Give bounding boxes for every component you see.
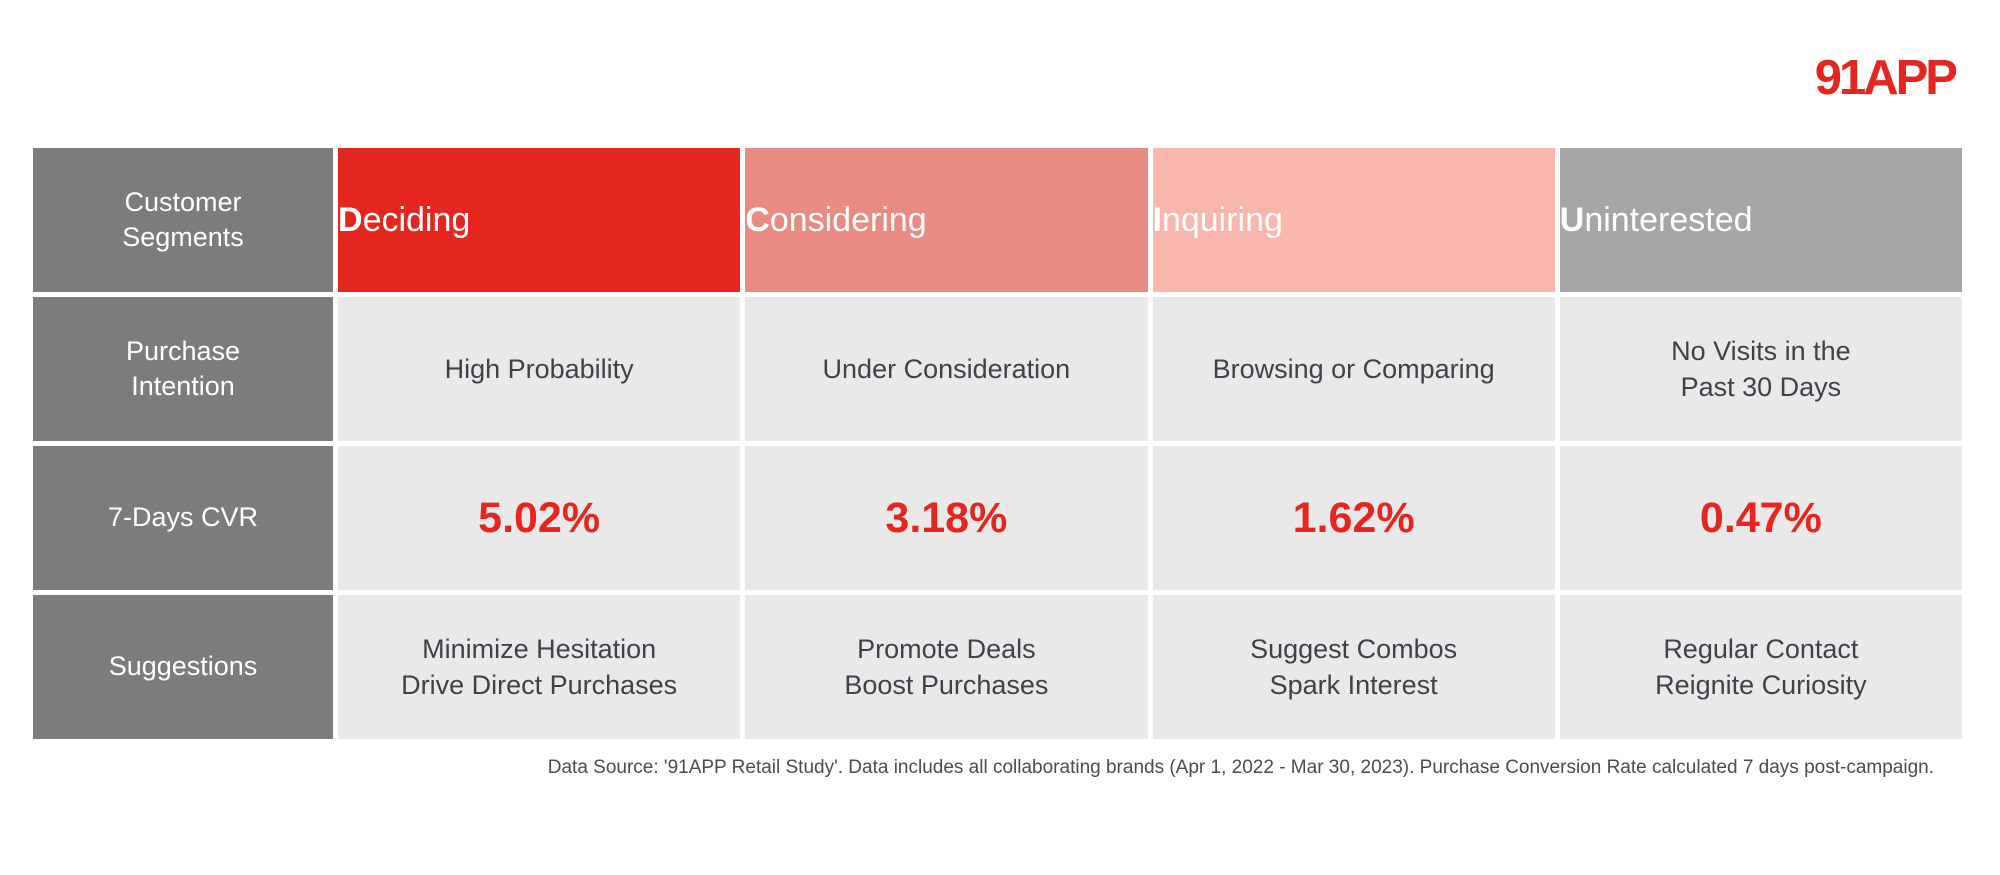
intention-cell-considering: Under Consideration bbox=[745, 297, 1148, 441]
intention-cell-deciding: High Probability bbox=[338, 297, 741, 441]
intention-line: High Probability bbox=[444, 353, 634, 384]
column-header-inquiring: Inquiring bbox=[1152, 148, 1555, 292]
column-header-considering: Considering bbox=[745, 148, 1148, 292]
column-header-uninterested: Uninterested bbox=[1559, 148, 1962, 292]
row-header-suggestions: Suggestions bbox=[33, 595, 333, 739]
column-header-deciding: Deciding bbox=[338, 148, 741, 292]
brand-logo: 91APP bbox=[1814, 51, 1958, 105]
suggestion-cell-uninterested: Regular Contact Reignite Curiosity bbox=[1559, 595, 1962, 739]
corner-header-customer-segments: Customer Segments bbox=[33, 148, 333, 292]
intention-line: Past 30 Days bbox=[1680, 372, 1842, 402]
suggestion-cell-deciding: Minimize Hesitation Drive Direct Purchas… bbox=[338, 595, 741, 739]
intention-line: Under Consideration bbox=[822, 353, 1071, 384]
intention-cell-uninterested: No Visits in the Past 30 Days bbox=[1559, 297, 1962, 441]
intention-cell-inquiring: Browsing or Comparing bbox=[1152, 297, 1555, 441]
cvr-value-deciding: 5.02% bbox=[338, 446, 741, 590]
row-header-purchase-intention: Purchase Intention bbox=[33, 297, 333, 441]
cvr-value-uninterested: 0.47% bbox=[1559, 446, 1962, 590]
suggestion-line: Boost Purchases bbox=[844, 670, 1049, 700]
row-header-line2: Intention bbox=[131, 371, 235, 401]
suggestion-line: Drive Direct Purchases bbox=[401, 670, 678, 700]
suggestion-line: Reignite Curiosity bbox=[1655, 670, 1867, 700]
row-header-line1: 7-Days CVR bbox=[107, 502, 259, 533]
segments-table: Customer Segments Deciding Considering I… bbox=[33, 148, 1962, 739]
suggestion-line: Spark Interest bbox=[1269, 670, 1438, 700]
suggestion-line: Minimize Hesitation bbox=[422, 633, 657, 664]
row-header-line1: Suggestions bbox=[108, 651, 258, 682]
cvr-value-inquiring: 1.62% bbox=[1152, 446, 1555, 590]
row-header-7-days-cvr: 7-Days CVR bbox=[33, 446, 333, 590]
suggestion-line: Suggest Combos bbox=[1250, 633, 1458, 664]
row-header-line1: Purchase bbox=[125, 335, 241, 366]
suggestion-cell-inquiring: Suggest Combos Spark Interest bbox=[1152, 595, 1555, 739]
suggestion-line: Promote Deals bbox=[857, 633, 1036, 664]
corner-header-line1: Customer bbox=[124, 186, 242, 217]
corner-header-line2: Segments bbox=[122, 222, 244, 252]
intention-line: No Visits in the bbox=[1671, 335, 1851, 366]
suggestion-cell-considering: Promote Deals Boost Purchases bbox=[745, 595, 1148, 739]
intention-line: Browsing or Comparing bbox=[1212, 353, 1495, 384]
suggestion-line: Regular Contact bbox=[1663, 633, 1859, 664]
data-source-note: Data Source: '91APP Retail Study'. Data … bbox=[547, 757, 1934, 778]
cvr-value-considering: 3.18% bbox=[745, 446, 1148, 590]
